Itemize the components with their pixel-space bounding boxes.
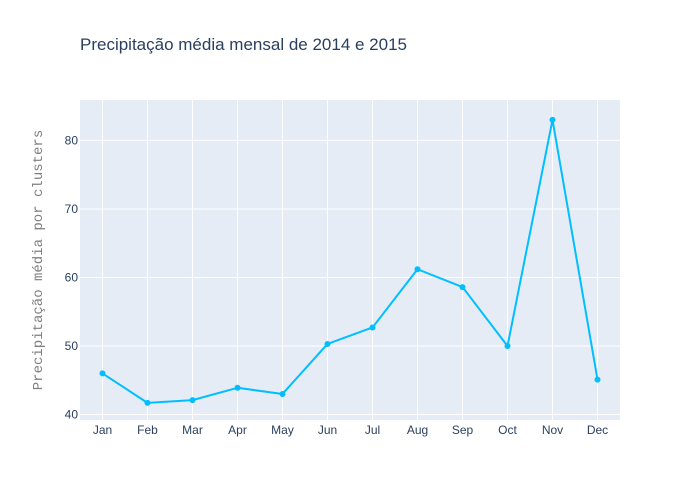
x-tick-label: Feb xyxy=(137,423,158,437)
data-point xyxy=(549,116,556,123)
x-tick-label: Aug xyxy=(407,423,428,437)
x-tick-label: Jan xyxy=(93,423,112,437)
data-point xyxy=(279,390,286,397)
x-tick-label: May xyxy=(271,423,294,437)
y-axis-title: Precipitação média por clusters xyxy=(31,130,47,390)
plot-area xyxy=(80,100,620,420)
y-axis-ticks: 40 50 60 70 80 xyxy=(65,133,79,421)
x-tick-label: Apr xyxy=(228,423,247,437)
data-point xyxy=(459,284,466,291)
x-tick-label: Nov xyxy=(542,423,563,437)
x-tick-label: Oct xyxy=(498,423,517,437)
x-tick-label: Mar xyxy=(182,423,203,437)
data-point xyxy=(504,342,511,349)
x-tick-label: Jul xyxy=(365,423,380,437)
data-point xyxy=(369,324,376,331)
series-line xyxy=(101,118,599,404)
data-point xyxy=(189,397,196,404)
y-tick-label: 80 xyxy=(65,133,79,147)
y-tick-label: 70 xyxy=(65,202,79,216)
chart-title: Precipitação média mensal de 2014 e 2015 xyxy=(80,35,407,54)
y-tick-label: 40 xyxy=(65,408,79,422)
data-point xyxy=(99,370,106,377)
series-layer xyxy=(99,116,601,406)
x-axis-ticks: Jan Feb Mar Apr May Jun Jul Aug Sep Oct Nov Dec xyxy=(93,423,608,437)
data-point xyxy=(324,340,331,347)
y-tick-label: 50 xyxy=(65,339,79,353)
gridlines xyxy=(80,100,620,420)
x-tick-label: Sep xyxy=(452,423,474,437)
data-point xyxy=(234,384,241,391)
x-tick-label: Jun xyxy=(318,423,337,437)
x-tick-label: Dec xyxy=(587,423,608,437)
data-point xyxy=(414,266,421,273)
data-point xyxy=(594,376,601,383)
data-point xyxy=(144,399,151,406)
y-tick-label: 60 xyxy=(65,270,79,284)
